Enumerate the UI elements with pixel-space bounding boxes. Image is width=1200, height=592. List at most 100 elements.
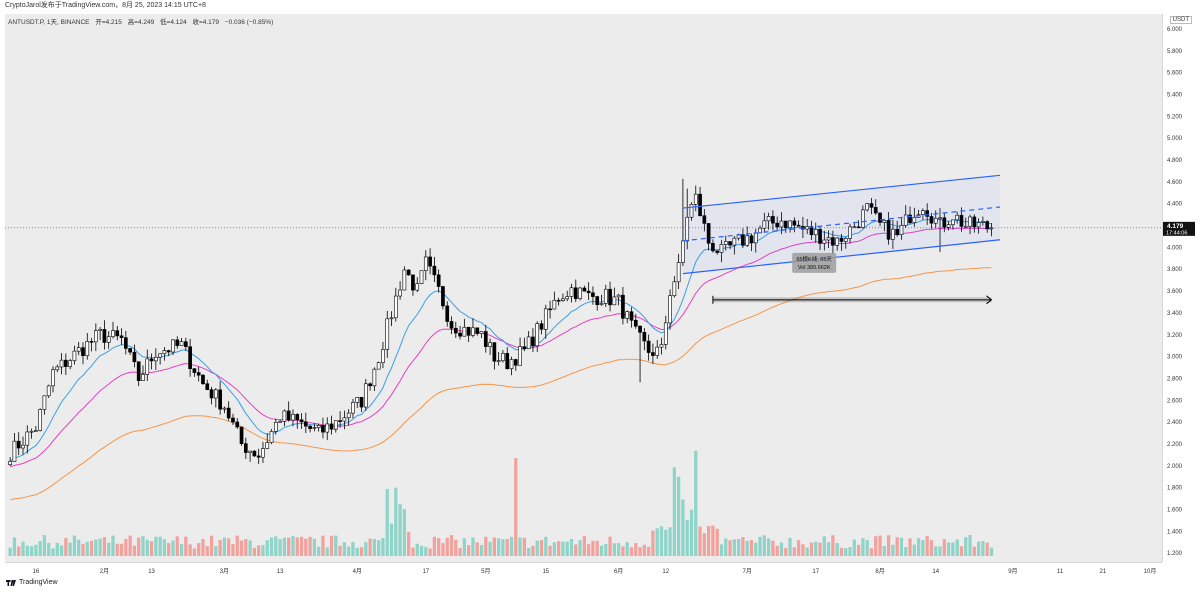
volume-bar <box>479 545 484 556</box>
candle <box>479 331 484 334</box>
candle <box>659 344 664 348</box>
candle <box>329 423 334 430</box>
time-tick-label: 2月 <box>100 568 109 575</box>
candle <box>321 425 325 433</box>
volume-bar <box>197 543 201 556</box>
candle <box>848 226 852 239</box>
price-tick-label: 1.600 <box>1167 507 1183 513</box>
candle <box>972 216 977 228</box>
volume-bar <box>424 546 428 556</box>
volume-bar <box>299 536 304 556</box>
volume-bar <box>287 537 291 556</box>
candle <box>723 241 728 245</box>
volume-bar <box>792 547 796 556</box>
candle <box>346 412 351 419</box>
volume-bar <box>184 536 188 556</box>
time-axis[interactable]: 16 2月 13 3月 13 4月 17 5月 15 6月 12 7月 17 8月 14 9月 11 21 10月 <box>5 562 1162 579</box>
candle <box>16 440 21 449</box>
time-tick-label: 13 <box>148 569 155 575</box>
volume-bar <box>34 544 38 556</box>
candle <box>509 359 514 370</box>
plot-area[interactable]: 65根K线, 65天 Vol 380.662K <box>5 14 1162 562</box>
candle <box>102 329 107 343</box>
symbol-label[interactable]: ANTUSDT.P, 1天, BINANCE <box>8 19 90 26</box>
candle <box>646 340 651 353</box>
volume-bar <box>295 537 299 556</box>
volume-bar <box>976 541 981 556</box>
volume-bar <box>715 528 719 556</box>
candle <box>85 341 90 356</box>
candle <box>179 341 184 346</box>
candle <box>831 237 835 246</box>
time-tick-label: 16 <box>33 569 40 575</box>
candle <box>925 210 930 217</box>
candle <box>243 443 248 453</box>
volume-bar <box>595 540 599 556</box>
volume-bar <box>471 537 475 556</box>
volume-bar <box>741 537 745 556</box>
volume-bar <box>179 543 184 556</box>
volume-bar <box>874 536 878 556</box>
candle <box>582 287 587 292</box>
ema-fast-line <box>9 218 992 462</box>
candle <box>428 256 432 267</box>
candle <box>269 431 274 443</box>
candle <box>458 332 462 337</box>
volume-bar <box>445 537 449 556</box>
candle <box>942 217 947 228</box>
candle <box>119 335 124 339</box>
volume-bar <box>689 509 694 556</box>
channel-mid-line <box>682 206 1001 242</box>
volume-bar <box>548 545 552 556</box>
volume-bar <box>102 537 107 556</box>
candle <box>333 420 338 430</box>
volume-bar <box>886 535 891 556</box>
volume-bar <box>706 526 711 556</box>
volume-bar <box>561 541 565 556</box>
volume-bar <box>702 533 706 556</box>
candle <box>226 407 231 419</box>
currency-badge[interactable]: USDT <box>1169 16 1192 24</box>
candle <box>766 216 771 222</box>
volume-bar <box>188 544 192 556</box>
volume-bar <box>629 547 634 556</box>
price-axis[interactable]: USDT 6.000 5.800 5.600 5.400 5.200 5.000 4.800… <box>1162 14 1195 562</box>
volume-bar <box>449 535 454 556</box>
candle <box>141 374 145 381</box>
candle <box>419 270 424 285</box>
volume-bar <box>214 546 218 556</box>
candle <box>561 298 565 301</box>
candle <box>886 219 891 240</box>
low-value: 低=4.124 <box>160 19 187 26</box>
candle <box>985 221 990 230</box>
candle <box>578 287 582 299</box>
candlestick-chart[interactable]: 65根K线, 65天 Vol 380.662K <box>5 14 1162 562</box>
candle <box>612 296 617 306</box>
candle <box>402 269 407 291</box>
candle <box>153 356 158 362</box>
volume-bar <box>522 537 526 556</box>
candle <box>149 358 154 362</box>
candle <box>376 362 381 370</box>
time-tick-label: 9月 <box>1008 568 1017 575</box>
candle <box>608 288 612 306</box>
candle <box>372 368 377 387</box>
volume-bar <box>278 539 282 556</box>
candle <box>505 353 510 370</box>
volume-bar <box>989 547 994 556</box>
time-tick-label: 3月 <box>220 568 229 575</box>
volume-bar <box>231 544 235 556</box>
time-tick-label: 17 <box>422 569 429 575</box>
volume-bar <box>85 541 89 556</box>
candle <box>522 346 527 350</box>
candle <box>72 350 77 361</box>
measure-arrow <box>986 295 993 305</box>
volume-bar <box>968 535 972 556</box>
volume-bar <box>647 546 651 556</box>
volume-bar <box>115 543 119 556</box>
volume-bar <box>659 526 664 556</box>
tradingview-brand[interactable]: TradingView <box>6 579 58 586</box>
volume-bar <box>578 540 582 556</box>
candle <box>638 325 642 333</box>
candle <box>822 239 827 244</box>
